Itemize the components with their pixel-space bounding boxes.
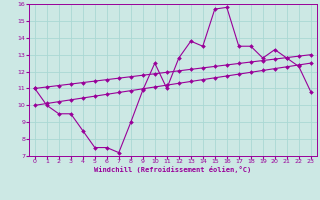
X-axis label: Windchill (Refroidissement éolien,°C): Windchill (Refroidissement éolien,°C) (94, 166, 252, 173)
